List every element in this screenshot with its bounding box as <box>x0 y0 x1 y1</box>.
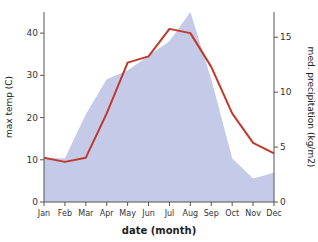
x-tick <box>211 202 212 206</box>
y2-tick-label: 10 <box>280 87 292 97</box>
precipitation-area <box>44 12 274 202</box>
y-tick <box>40 159 44 160</box>
y2-axis-title: med. precipitation (kg/m2) <box>306 47 316 168</box>
x-tick <box>127 202 128 206</box>
x-axis-title: date (month) <box>122 225 196 236</box>
y-tick <box>40 117 44 118</box>
x-tick <box>232 202 233 206</box>
y-tick <box>40 75 44 76</box>
chart: 0 10 20 30 40 0 5 10 15 Jan Feb Mar Apr May Jun Jul Aug S… <box>0 0 318 242</box>
y-axis-title: max temp (C) <box>4 76 14 138</box>
y-tick-label: 30 <box>27 70 39 80</box>
x-tick <box>253 202 254 206</box>
x-tick-label: Mar <box>78 209 94 218</box>
x-tick <box>106 202 107 206</box>
x-tick <box>274 202 275 206</box>
x-tick <box>64 202 65 206</box>
x-tick-label: Aug <box>183 209 199 218</box>
y-tick <box>40 202 44 203</box>
y2-tick-label: 0 <box>280 197 286 207</box>
x-tick <box>169 202 170 206</box>
y2-axis-line <box>274 12 275 202</box>
x-tick-label: Oct <box>225 209 239 218</box>
y-tick-label: 20 <box>27 113 39 123</box>
y-tick-label: 40 <box>27 28 39 38</box>
y-tick-label: 10 <box>27 155 39 165</box>
x-tick-label: Dec <box>266 209 281 218</box>
x-tick <box>148 202 149 206</box>
y2-tick <box>274 92 278 93</box>
x-tick <box>85 202 86 206</box>
x-tick-label: Sep <box>204 209 219 218</box>
y-tick-label: 0 <box>32 197 38 207</box>
x-tick-label: May <box>119 209 136 218</box>
x-tick-label: Feb <box>58 209 72 218</box>
x-tick-label: Jun <box>141 209 155 218</box>
x-tick <box>190 202 191 206</box>
temperature-line <box>44 29 274 162</box>
plot-area <box>44 12 274 202</box>
y2-tick <box>274 147 278 148</box>
x-tick <box>44 202 45 206</box>
x-tick-label: Nov <box>245 209 261 218</box>
y2-tick-label: 5 <box>280 142 286 152</box>
x-tick-label: Jan <box>37 209 50 218</box>
y-tick <box>40 33 44 34</box>
x-tick-label: Apr <box>100 209 115 218</box>
y2-tick <box>274 37 278 38</box>
y2-tick <box>274 202 278 203</box>
y-axis-line <box>44 12 45 202</box>
y2-tick-label: 15 <box>280 32 291 42</box>
x-tick-label: Jul <box>164 209 175 218</box>
x-axis-line <box>44 202 274 203</box>
